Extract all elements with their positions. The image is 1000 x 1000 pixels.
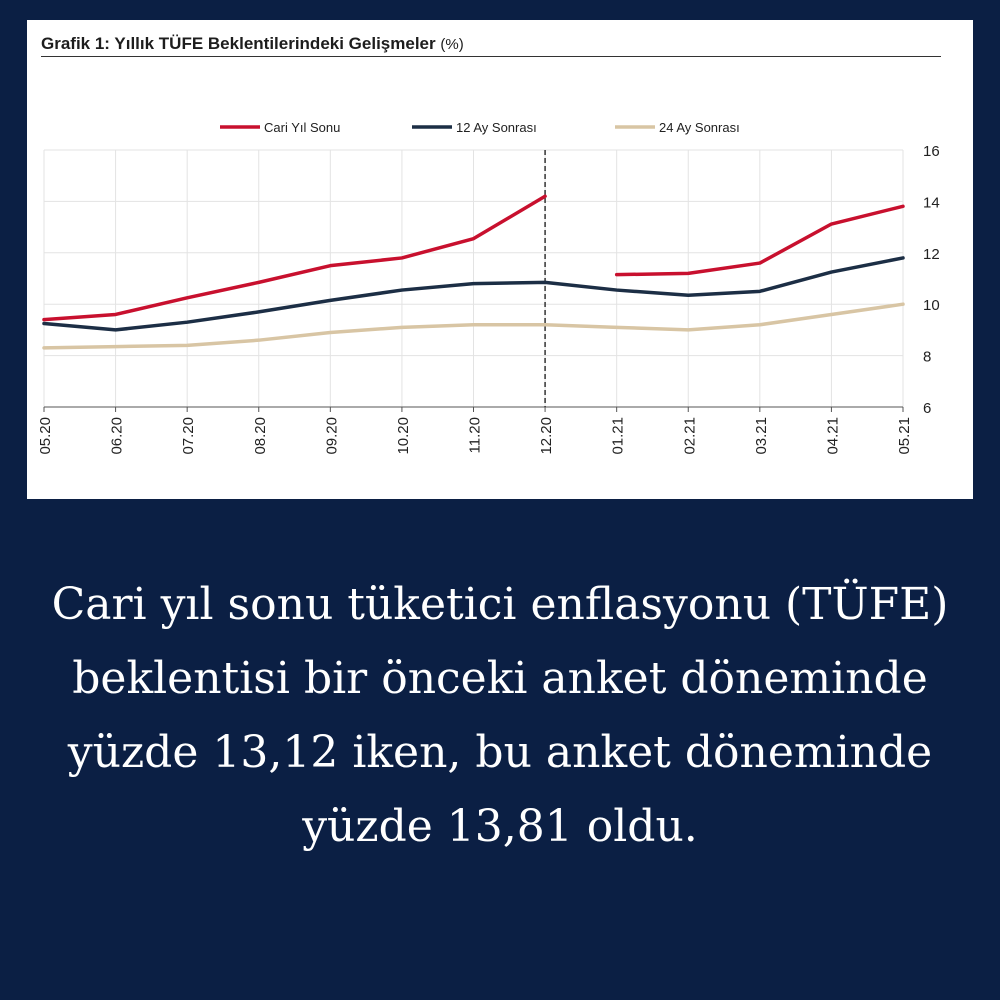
legend-label: 12 Ay Sonrası: [456, 120, 537, 135]
caption-text: Cari yıl sonu tüketici enflasyonu (TÜFE)…: [51, 579, 949, 852]
title-divider: [41, 56, 941, 57]
y-tick-label: 14: [923, 194, 940, 211]
chart-title-unit: (%): [440, 36, 464, 53]
x-tick-label: 10.20: [395, 417, 412, 455]
x-tick-label: 07.20: [180, 417, 197, 455]
chart-card: Grafik 1: Yıllık TÜFE Beklentilerindeki …: [27, 20, 973, 499]
x-tick-label: 12.20: [538, 417, 555, 455]
y-tick-label: 16: [923, 143, 940, 160]
x-tick-label: 05.21: [896, 417, 913, 455]
x-tick-label: 05.20: [37, 417, 54, 455]
y-tick-label: 6: [923, 400, 931, 417]
series-line: [42, 194, 547, 322]
line-chart: 6 8 10 12 14 16 05.20 06.20 07.20 08.20 09.20 10.20…: [37, 120, 940, 455]
y-tick-label: 8: [923, 349, 931, 366]
x-tick-label: 02.21: [681, 417, 698, 455]
y-tick-label: 10: [923, 297, 940, 314]
x-tick-label: 08.20: [252, 417, 269, 455]
y-tick-label: 12: [923, 246, 940, 263]
x-tick-label: 03.21: [753, 417, 770, 455]
x-tick-label: 01.21: [610, 417, 627, 455]
chart-title: Grafik 1: Yıllık TÜFE Beklentilerindeki …: [41, 34, 464, 54]
chart-title-text: Grafik 1: Yıllık TÜFE Beklentilerindeki …: [41, 34, 436, 53]
x-tick-label: 04.21: [824, 417, 841, 455]
legend-label: Cari Yıl Sonu: [264, 120, 340, 135]
x-tick-label: 06.20: [109, 417, 126, 455]
legend-label: 24 Ay Sonrası: [659, 120, 740, 135]
x-tick-label: 09.20: [323, 417, 340, 455]
x-tick-label: 11.20: [467, 417, 484, 453]
